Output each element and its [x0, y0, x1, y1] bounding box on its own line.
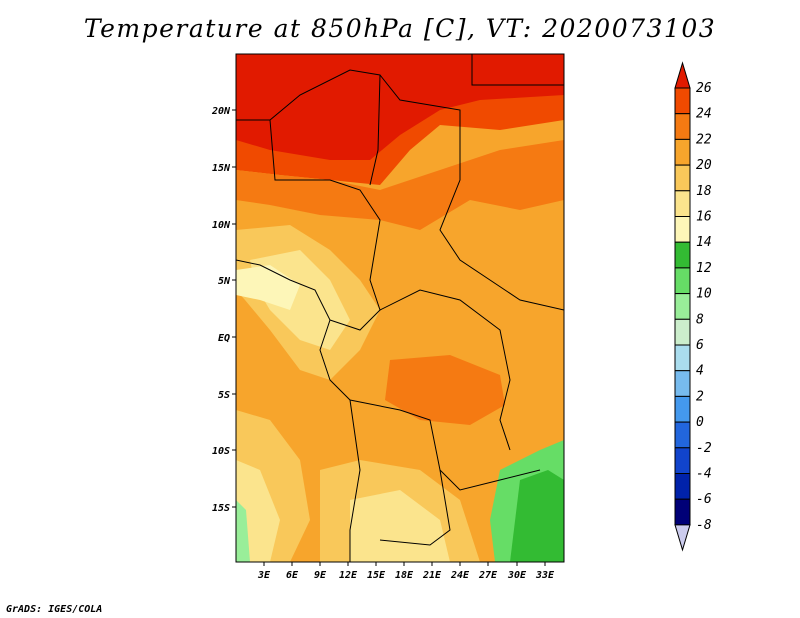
colorbar-label: 16 [696, 210, 712, 225]
colorbar-swatch [674, 447, 691, 474]
colorbar-arrow-top [674, 61, 691, 89]
colorbar-arrow-bottom [674, 524, 691, 552]
lon-label: 9E [314, 570, 327, 581]
lat-label: 10N [212, 220, 231, 231]
colorbar-swatch [674, 370, 691, 397]
colorbar-swatch [674, 113, 691, 140]
colorbar-label: 0 [696, 415, 704, 430]
lat-label: 15S [212, 503, 230, 514]
lon-label: 21E [422, 570, 442, 581]
colorbar-label: 24 [696, 107, 712, 122]
colorbar-swatch [674, 190, 691, 218]
colorbar-label: 4 [696, 364, 704, 379]
colorbar-label: 18 [696, 184, 712, 199]
colorbar-label: 22 [696, 132, 712, 147]
lon-label: 33E [535, 570, 555, 581]
lat-label: 20N [211, 106, 231, 117]
colorbar-swatch [674, 293, 691, 320]
lon-label: 3E [257, 570, 271, 581]
colorbar-swatch [674, 138, 691, 166]
lon-axis: 3E 6E 9E 12E 15E 18E 21E 24E 27E 30E 33E [257, 562, 555, 581]
grads-credit: GrADS: IGES/COLA [6, 604, 103, 615]
colorbar-swatch [674, 267, 691, 295]
colorbar-label: 26 [696, 81, 712, 96]
lat-label: EQ [218, 333, 230, 344]
lon-label: 30E [507, 570, 527, 581]
colorbar-label: 20 [696, 158, 712, 173]
colorbar-swatch [674, 473, 691, 500]
colorbar-label: -8 [696, 518, 712, 533]
colorbar-label: 14 [696, 235, 712, 250]
colorbar-label: -4 [696, 467, 712, 482]
lat-label: 5N [218, 276, 231, 287]
colorbar-swatch [674, 344, 691, 372]
colorbar-swatch [674, 241, 691, 269]
lat-label: 10S [212, 446, 230, 457]
lon-label: 6E [286, 570, 299, 581]
lon-label: 15E [367, 570, 386, 581]
lat-axis: 20N 15N 10N 5N EQ 5S 10S 15S [211, 106, 236, 514]
temperature-field [236, 54, 564, 562]
colorbar-label: 8 [696, 312, 704, 327]
colorbar-swatch [674, 87, 691, 115]
colorbar-swatch [674, 318, 691, 346]
colorbar-label: -2 [696, 441, 712, 456]
colorbar-swatch [674, 498, 691, 526]
colorbar-swatch [674, 395, 691, 423]
lat-label: 15N [212, 163, 231, 174]
colorbar-label: 6 [696, 338, 704, 353]
chart-title: Temperature at 850hPa [C], VT: 202007310… [83, 14, 717, 43]
lon-label: 18E [395, 570, 414, 581]
colorbar-label: 2 [696, 389, 704, 404]
colorbar-label: 10 [696, 287, 712, 302]
colorbar-swatch [674, 216, 691, 243]
lon-label: 12E [339, 570, 358, 581]
lat-label: 5S [218, 390, 230, 401]
colorbar-label: -6 [696, 492, 712, 507]
lon-label: 24E [450, 570, 470, 581]
lon-label: 27E [478, 570, 498, 581]
colorbar-swatch [674, 421, 691, 449]
map-frame [235, 53, 565, 563]
colorbar-label: 12 [696, 261, 712, 276]
colorbar-swatch [674, 164, 691, 192]
